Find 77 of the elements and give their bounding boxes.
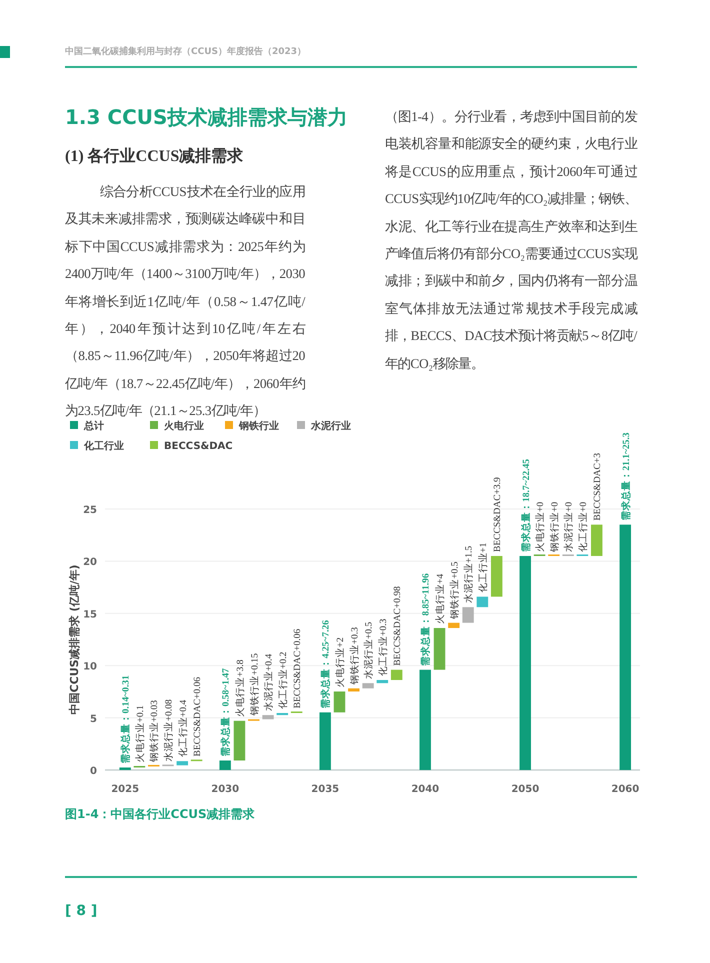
data-label: 火电行业+3.8 (234, 659, 246, 717)
data-label: BECCS&DAC+0.06 (193, 676, 204, 756)
data-label: 化工行业+0.3 (376, 618, 389, 676)
text: [ 8 ] (65, 903, 98, 919)
data-label: 水泥行业+0.08 (162, 699, 175, 762)
data-label: 火电行业+0.1 (134, 704, 146, 762)
text: 图1-4：中国各行业CCUS减排需求 (65, 806, 255, 823)
bar (448, 622, 460, 628)
bar (434, 628, 446, 670)
data-label: 钢铁行业+0.03 (148, 700, 160, 764)
data-label: 火电行业+4 (434, 574, 446, 624)
x-tick-label: 2040 (411, 784, 440, 795)
bar (234, 720, 246, 760)
data-label: 水泥行业+0.4 (262, 654, 275, 712)
bar (119, 767, 131, 770)
data-label: 需求总量：18.7~22.45 (520, 458, 532, 552)
data-label: BECCS&DAC+3.9 (493, 476, 504, 552)
text: 综合分析CCUS技术在全行业的应用及其未来减排需求，预测碳达峰碳中和目标下中国CCUS减排需求为：2025年约为2400万吨/年（1400～3100万吨/年），2030年将增长到近1亿吨/年（0.58～1.47亿吨/年），2040年预计达到10亿吨/年左右（8.85～11.96亿吨/年），2050年将超过20亿吨/年（18.7～22.45亿吨/年），2060年约为23.5亿吨/年（21.1～25.3亿吨/年） (65, 184, 305, 418)
data-label: 火电行业+0 (534, 502, 546, 552)
bar (620, 524, 632, 770)
data-label: BECCS&DAC+0.06 (293, 628, 304, 708)
legend-label: 钢铁行业 (238, 420, 279, 432)
y-axis-title: 中国CCUS减排需求 (亿吨/年) (68, 564, 81, 714)
bar (219, 760, 231, 770)
data-label: 化工行业+0 (576, 502, 589, 552)
bar (520, 556, 531, 770)
data-label: BECCS&DAC+0.98 (393, 586, 404, 666)
bar (362, 683, 374, 688)
y-tick-label: 0 (90, 766, 98, 777)
data-label: 火电行业+2 (334, 637, 346, 688)
data-label: 钢铁行业+0 (548, 502, 560, 553)
y-tick-label: 15 (83, 609, 98, 620)
legend-label: 水泥行业 (310, 420, 351, 432)
legend-label: 总计 (83, 420, 104, 432)
text: (1) 各行业CCUS减排需求 (65, 146, 244, 167)
data-label: 化工行业+0.4 (176, 700, 189, 758)
x-tick-label: 2030 (211, 784, 240, 795)
data-label: 需求总量：0.58~1.47 (220, 668, 232, 756)
data-label: 需求总量：8.85~11.96 (420, 573, 432, 666)
bar (376, 680, 388, 684)
y-tick-label: 5 (90, 714, 98, 725)
bar (319, 712, 331, 770)
text: （图1-4）。分行业看，考虑到中国目前的发电装机容量和能源安全的硬约束，火电行业将是CCUS的应用重点，预计2060年可通过CCUS实现约10亿吨/年的CO₂减排量；钢铁、水泥、化工等行业在提高生产效率和达到生产峰值后将仍有部分CO₂需要通过CCUS实现减排；到碳中和前夕，国内仍将有一部分温室气体排放无法通过常规技术手段完成减排，BECCS、DAC技术预计将贡献5～8亿吨/年的CO₂移除量。 (385, 109, 637, 371)
y-tick-label: 20 (83, 557, 98, 568)
bar (390, 670, 402, 680)
x-tick-label: 2035 (311, 784, 340, 795)
bar (348, 688, 360, 692)
data-label: 需求总量：4.25~7.26 (320, 620, 332, 708)
x-tick-label: 2025 (111, 784, 140, 795)
legend-label: 火电行业 (164, 420, 204, 432)
data-label: 水泥行业+1.5 (462, 546, 475, 604)
bar (334, 691, 346, 712)
text: 中国二氧化碳捕集利用与封存（CCUS）年度报告（2023） (65, 45, 306, 58)
bar (176, 761, 188, 766)
y-tick-label: 10 (83, 662, 98, 673)
data-label: 化工行业+0.2 (276, 652, 289, 709)
bar (591, 524, 602, 556)
data-label: 钢铁行业+0.3 (348, 626, 360, 686)
data-label: 钢铁行业+0.15 (248, 653, 260, 716)
y-tick-label: 25 (83, 505, 98, 516)
x-tick-label: 2050 (511, 784, 540, 795)
data-label: 化工行业+1 (476, 542, 489, 593)
bar (462, 607, 474, 623)
bar (476, 596, 488, 608)
bar (420, 670, 431, 770)
bar (490, 556, 502, 597)
data-label: 水泥行业+0 (562, 502, 575, 552)
legend-label: 化工行业 (83, 440, 124, 452)
data-label: 需求总量：21.1~25.3 (620, 432, 632, 521)
legend-label: BECCS&DAC (164, 441, 233, 452)
data-label: BECCS&DAC+3 (593, 452, 604, 521)
data-label: 需求总量：0.14~0.31 (120, 675, 132, 764)
text: 1.3 CCUS技术减排需求与潜力 (65, 104, 348, 131)
data-label: 钢铁行业+0.5 (448, 561, 460, 620)
bar (262, 715, 274, 720)
data-label: 水泥行业+0.5 (362, 622, 375, 680)
x-tick-label: 2060 (611, 784, 640, 795)
